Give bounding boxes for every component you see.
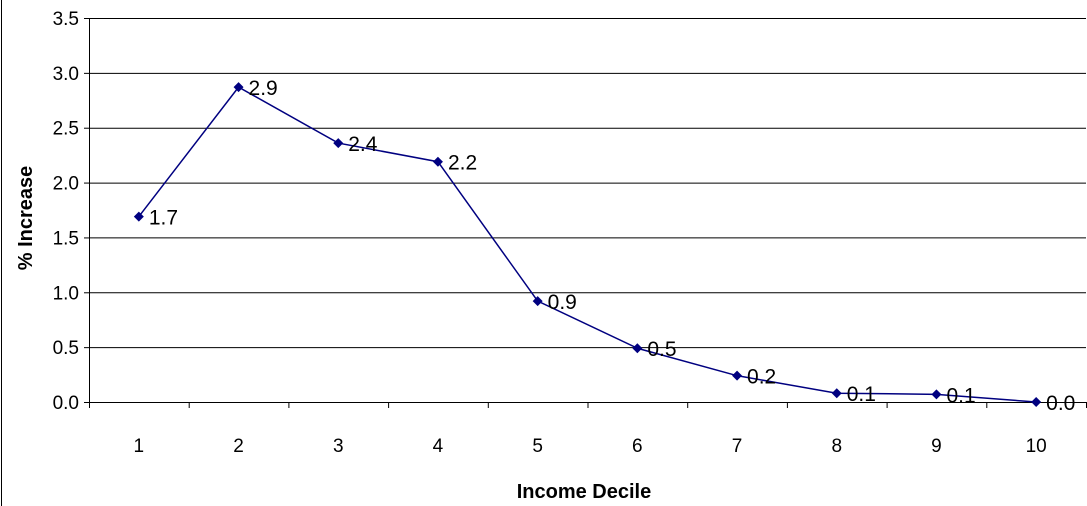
axes <box>84 18 1087 408</box>
data-label: 0.5 <box>647 338 676 361</box>
gridlines <box>89 18 1086 349</box>
data-point-marker <box>732 370 743 381</box>
y-tick-label: 2.0 <box>53 174 79 195</box>
x-tick-label: 5 <box>532 436 543 457</box>
data-point-marker <box>931 389 942 400</box>
x-tick-label: 2 <box>233 436 244 457</box>
x-tick-label: 4 <box>433 436 444 457</box>
x-tick-label: 9 <box>931 436 942 457</box>
x-axis-title: Income Decile <box>517 481 652 503</box>
data-point-marker <box>532 296 543 307</box>
data-label: 0.1 <box>847 383 876 406</box>
series-line <box>138 86 1037 403</box>
data-point-marker <box>831 388 842 399</box>
y-tick-label: 3.0 <box>53 64 79 85</box>
y-tick-label: 0.0 <box>53 393 79 414</box>
data-point-marker <box>133 211 144 222</box>
data-label: 0.0 <box>1046 392 1075 415</box>
data-point-marker <box>233 82 244 93</box>
data-label: 2.9 <box>249 77 278 100</box>
x-tick-label: 6 <box>632 436 643 457</box>
y-tick-label: 2.5 <box>53 119 79 140</box>
data-point-marker <box>432 156 443 167</box>
data-point-marker <box>333 138 344 149</box>
data-point-marker <box>632 343 643 354</box>
x-tick-label: 10 <box>1026 436 1047 457</box>
y-axis-title: % Increase <box>15 166 37 271</box>
x-tick-label: 7 <box>732 436 743 457</box>
y-tick-label: 0.5 <box>53 338 79 359</box>
data-label: 2.4 <box>348 133 378 156</box>
data-label: 0.2 <box>747 366 776 389</box>
data-label: 0.9 <box>548 291 577 314</box>
series <box>133 82 1042 407</box>
y-tick-label: 1.5 <box>53 228 79 249</box>
data-label: 0.1 <box>946 384 975 407</box>
data-point-marker <box>1031 397 1042 407</box>
data-labels: 1.7 2.9 2.4 2.2 0.9 0.5 0.2 0.1 0.1 0.0 <box>149 77 1076 415</box>
x-tick-label: 1 <box>134 436 145 457</box>
x-tick-label: 3 <box>333 436 344 457</box>
tick-labels: 0.0 0.5 1.0 1.5 2.0 2.5 3.0 3.5 1 2 3 4 5 6 7 8 9 10 <box>53 9 1047 457</box>
x-tick-label: 8 <box>831 436 842 457</box>
y-tick-label: 3.5 <box>53 9 79 30</box>
y-tick-label: 1.0 <box>53 283 79 304</box>
data-label: 1.7 <box>149 207 178 230</box>
data-label: 2.2 <box>448 152 477 175</box>
